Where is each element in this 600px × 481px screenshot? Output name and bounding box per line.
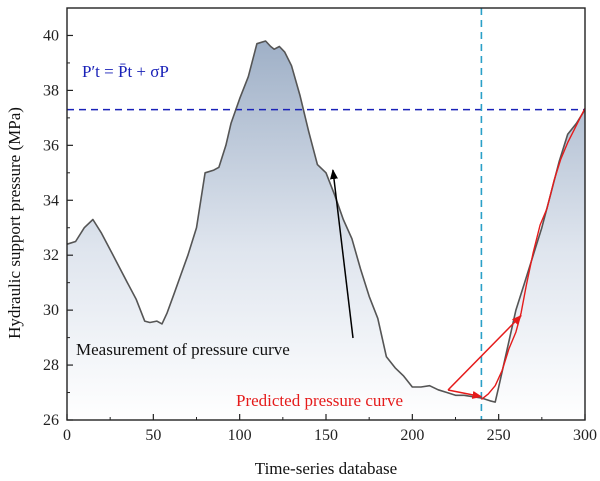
x-tick-label: 300 — [573, 427, 597, 444]
x-tick-label: 0 — [63, 427, 71, 444]
y-axis-title: Hydraulic support pressure (MPa) — [5, 107, 24, 339]
y-tick-label: 30 — [43, 302, 59, 319]
area-fill-layer — [67, 41, 585, 420]
predicted-arrow-curve — [447, 314, 522, 391]
x-tick-label: 150 — [314, 427, 338, 444]
x-tick-label: 250 — [487, 427, 511, 444]
y-tick-label: 32 — [43, 247, 59, 264]
y-axis-ticks: 26 28 30 32 34 36 38 40 — [43, 27, 73, 429]
series-lines-layer — [66, 40, 586, 403]
x-tick-label: 100 — [228, 427, 252, 444]
y-tick-label: 26 — [43, 412, 59, 429]
y-tick-label: 34 — [43, 192, 59, 209]
formula-label: P′t = P̄t + σP — [82, 62, 169, 81]
reference-lines-layer — [67, 8, 585, 420]
y-tick-label: 28 — [43, 357, 59, 374]
annotation-layer — [330, 169, 522, 399]
predicted-label: Predicted pressure curve — [236, 391, 403, 410]
x-axis-ticks: 0 50 100 150 200 250 300 — [63, 414, 597, 444]
x-tick-label: 200 — [400, 427, 424, 444]
y-tick-label: 38 — [43, 82, 59, 99]
measurement-area-fill — [67, 41, 585, 420]
measurement-arrow — [330, 169, 354, 339]
predicted-arrow-start — [447, 389, 483, 399]
x-axis-title: Time-series database — [255, 459, 397, 478]
x-tick-label: 50 — [145, 427, 161, 444]
measurement-label: Measurement of pressure curve — [76, 340, 290, 359]
measurement-series-line — [66, 40, 586, 403]
y-tick-label: 40 — [43, 27, 59, 44]
y-tick-label: 36 — [43, 137, 59, 154]
predicted-series-line — [480, 107, 586, 400]
